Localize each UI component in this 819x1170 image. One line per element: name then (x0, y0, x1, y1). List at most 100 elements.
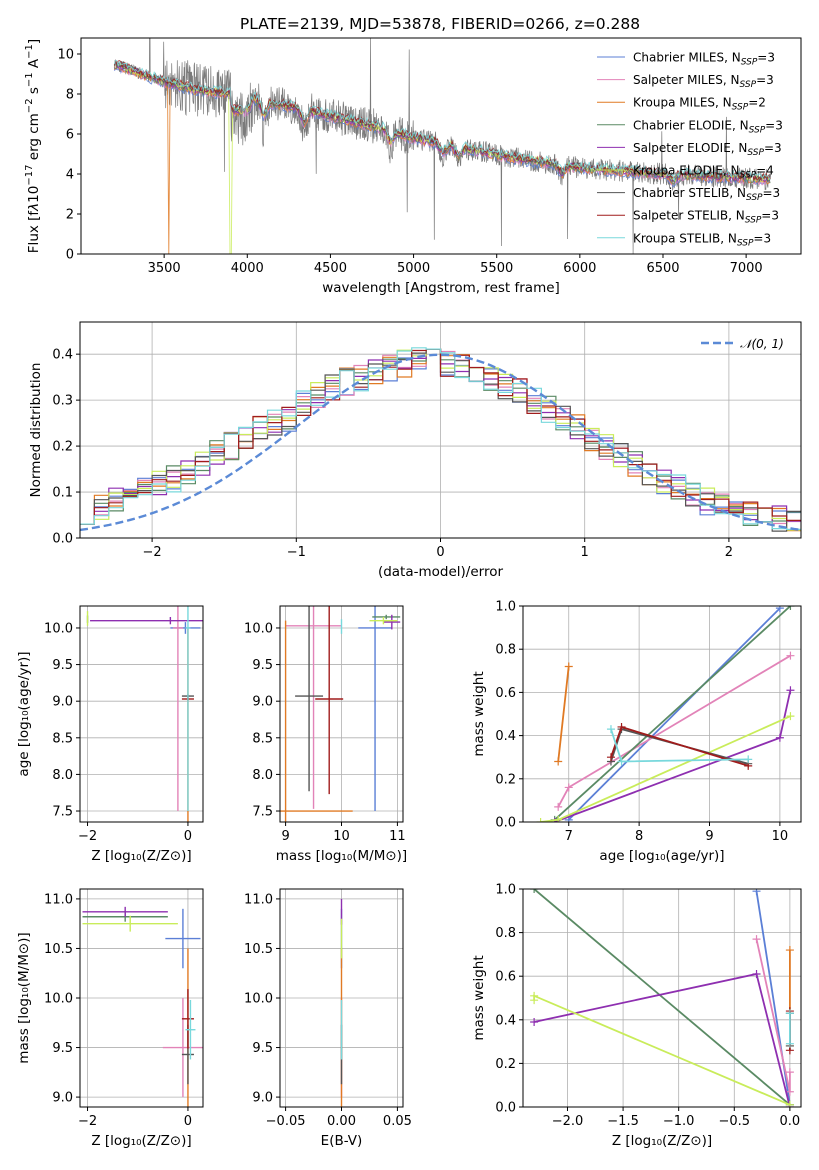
figure-title: PLATE=2139, MJD=53878, FIBERID=0266, z=0… (240, 15, 640, 33)
weight-line-krou-miles (557, 666, 570, 762)
age-vs-mass-panel: 9 10 11 7.5 8.0 8.5 9.0 9.5 10.0 mass [log₁₀(M/M⊙… (244, 605, 407, 864)
y-tick-label: 0.0 (495, 816, 516, 831)
y-tick-label: 9.0 (52, 695, 73, 710)
weight-marker-krou-stelib (606, 725, 615, 734)
legend-label: Kroupa MILES, NSSP=2 (633, 96, 766, 113)
histogram-salp-stelib (80, 348, 801, 525)
x-axis-label: Z [log₁₀(Z/Z⊙)] (612, 1133, 712, 1149)
histogram-krou-stelib (80, 347, 801, 530)
weight-marker-salp-elodie (786, 686, 795, 695)
x-axis-label: E(B-V) (321, 1133, 363, 1149)
weight-line-chab-elodie (533, 889, 791, 1106)
y-tick-label: 0.4 (495, 729, 516, 744)
legend-label: Salpeter ELODIE, NSSP=3 (633, 141, 782, 158)
weight-marker-salp-stelib (617, 722, 626, 731)
y-tick-label: 1.0 (495, 883, 516, 898)
y-tick-label: 0.1 (52, 486, 73, 501)
y-tick-label: 7.5 (52, 805, 73, 820)
x-axis-label: wavelength [Angstrom, rest frame] (322, 280, 560, 296)
plot-area (280, 606, 401, 822)
plot-area (113, 38, 772, 254)
axes-frame (279, 605, 404, 823)
x-tick-label: −2 (78, 829, 97, 844)
x-tick-label: −2.0 (552, 1114, 584, 1129)
axes-frame (79, 321, 802, 539)
y-axis-label: Flux [fλ10−17 erg cm−2 s−1 A−1] (24, 39, 42, 253)
x-tick-label: 9 (705, 829, 713, 844)
x-tick-label: −2 (78, 1114, 97, 1129)
y-tick-label: 0.4 (52, 348, 73, 363)
weight-marker-krou-elodie (530, 991, 539, 1000)
weight-marker-salp-elodie (530, 1017, 539, 1026)
legend-label: Chabrier STELIB, NSSP=3 (633, 186, 780, 203)
model-krou-stelib-line (113, 59, 771, 182)
y-tick-label: 8.0 (52, 768, 73, 783)
weight-line-krou-elodie (533, 994, 791, 1106)
y-tick-label: 9.5 (52, 1041, 73, 1056)
x-tick-label: 4000 (231, 261, 264, 276)
y-axis-label: mass weight (471, 955, 487, 1040)
x-tick-label: 8 (635, 829, 643, 844)
y-tick-label: 10.0 (244, 992, 273, 1007)
weight-marker-salp-miles (554, 802, 563, 811)
weight-marker-salp-miles (752, 935, 761, 944)
x-tick-label: 6000 (563, 261, 596, 276)
y-axis-label: age [log₁₀(age/yr)] (16, 651, 32, 776)
weight-line-chab-elodie (554, 606, 792, 821)
weight-marker-chab-miles (775, 606, 784, 613)
weight-line-salp-elodie (554, 690, 792, 822)
x-tick-label: 0.00 (327, 1114, 356, 1129)
x-axis-label: Z [log₁₀(Z/Z⊙)] (91, 1133, 191, 1149)
weight-marker-salp-elodie (775, 733, 784, 742)
x-tick-label: 3500 (148, 261, 181, 276)
y-tick-label: 0.8 (495, 926, 516, 941)
weight-marker-krou-stelib (785, 1039, 794, 1048)
x-axis-label: (data-model)/error (378, 564, 504, 580)
spectrum-panel: 3500 4000 4500 5000 5500 6000 6500 7000 0 2 4 6 8 10 w… (24, 37, 802, 296)
axes-frame (522, 888, 802, 1108)
y-tick-label: 6 (66, 128, 74, 143)
y-tick-label: 8.5 (52, 731, 73, 746)
y-tick-label: 1.0 (495, 600, 516, 615)
y-tick-label: 9.5 (252, 658, 273, 673)
y-tick-label: 0.4 (495, 1013, 516, 1028)
weight-marker-krou-elodie (554, 815, 563, 822)
plot-area (536, 606, 795, 822)
y-tick-label: 8 (66, 88, 74, 103)
weight-marker-krou-miles (564, 662, 573, 671)
y-axis-label: mass weight (471, 671, 487, 756)
axes-frame (279, 888, 404, 1108)
weight-marker-salp-miles (785, 1087, 794, 1096)
plot-area (86, 606, 203, 822)
age-vs-metallicity-panel: −2 0 7.5 8.0 8.5 9.0 9.5 10.0 Z [log₁₀(Z/Z⊙)] age… (16, 605, 204, 864)
plot-area (530, 889, 794, 1107)
x-tick-label: −2 (143, 545, 162, 560)
legend-label: Chabrier ELODIE, NSSP=3 (633, 118, 783, 135)
mass-vs-metallicity-panel: −2 0 9.0 9.5 10.0 10.5 11.0 Z [log₁₀(Z/Z⊙)] mass… (16, 888, 204, 1149)
legend: Chabrier MILES, NSSP=3 Salpeter MILES, NS… (597, 51, 783, 248)
x-tick-label: 10 (333, 829, 350, 844)
x-tick-label: 0 (184, 1114, 192, 1129)
weight-marker-krou-stelib (617, 757, 626, 766)
x-axis-label: age [log₁₀(age/yr)] (599, 848, 724, 864)
y-tick-label: 7.5 (252, 805, 273, 820)
x-tick-label: 0 (184, 829, 192, 844)
weight-marker-krou-elodie (536, 818, 545, 822)
legend-label: Kroupa ELODIE, NSSP=4 (633, 164, 774, 181)
y-tick-label: 10.0 (44, 992, 73, 1007)
x-tick-label: −1.5 (607, 1114, 639, 1129)
weight-marker-chab-miles (752, 889, 761, 896)
x-tick-label: 11 (389, 829, 406, 844)
y-tick-label: 0.6 (495, 686, 516, 701)
weight-marker-krou-stelib (744, 755, 753, 764)
residuals-panel: −2 −1 0 1 2 0.0 0.1 0.2 0.3 0.4 (data-model)/error… (28, 321, 802, 580)
y-tick-label: 0.0 (52, 532, 73, 547)
y-axis-label: mass [log₁₀(M/M⊙)] (16, 932, 32, 1063)
x-tick-label: 5000 (397, 261, 430, 276)
weight-marker-salp-miles (564, 783, 573, 792)
weight-line-chab-miles (568, 607, 781, 821)
weight-marker-chab-elodie (786, 606, 795, 610)
x-tick-label: 9 (281, 829, 289, 844)
x-tick-label: −0.5 (718, 1114, 750, 1129)
